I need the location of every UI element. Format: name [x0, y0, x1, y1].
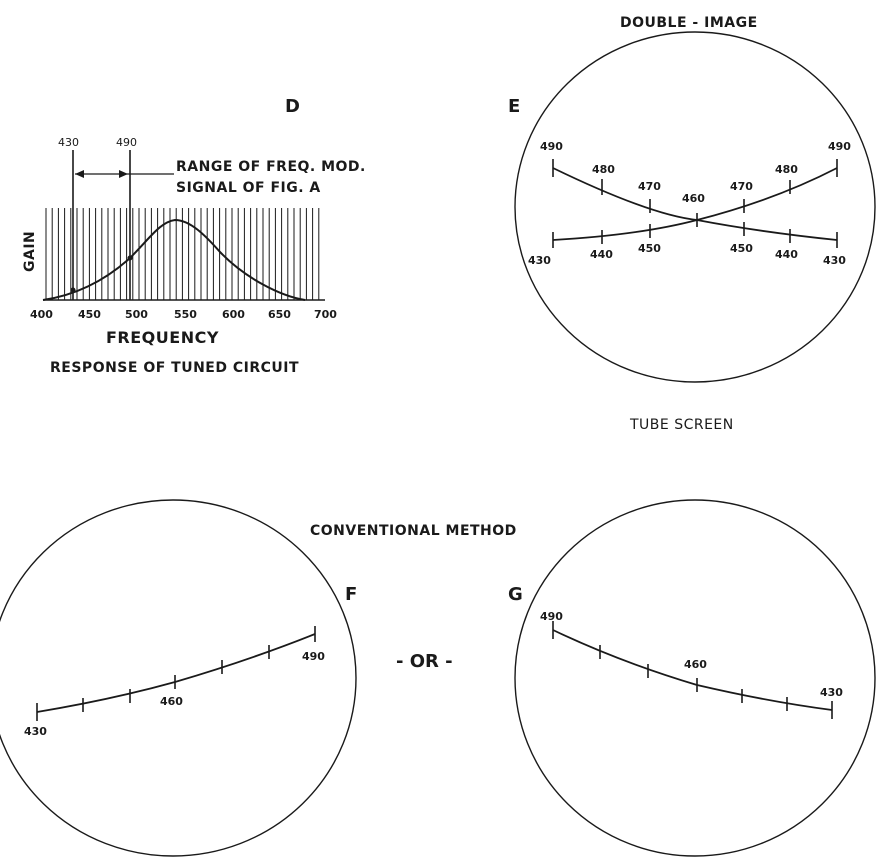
panel-f: F 430 460 490 [0, 499, 357, 857]
x-tick-label: 550 [174, 308, 197, 321]
trace-g-label: 460 [684, 658, 707, 671]
trace-label: 470 [730, 180, 753, 193]
point-490 [127, 255, 133, 261]
trace-g-label: 430 [820, 686, 843, 699]
trace-g-ticks [552, 621, 833, 719]
or-label: - OR - [396, 651, 453, 672]
panel-g: G 490 460 430 [508, 499, 876, 857]
tube-screen-circle-f [0, 499, 357, 857]
trace-label: 490 [540, 140, 563, 153]
response-curve [42, 218, 306, 301]
point-430 [70, 287, 76, 293]
panel-e-letter: E [508, 96, 520, 117]
trace-f-label: 460 [160, 695, 183, 708]
trace-label: 430 [528, 254, 551, 267]
trace-label: 480 [592, 163, 615, 176]
panel-d-caption: RESPONSE OF TUNED CIRCUIT [50, 360, 299, 376]
trace-label: 430 [823, 254, 846, 267]
x-tick-label: 400 [30, 308, 53, 321]
x-tick-label: 450 [78, 308, 101, 321]
trace-label: 460 [682, 192, 705, 205]
tube-screen-caption: TUBE SCREEN [629, 417, 734, 433]
x-tick-labels: 400 450 500 550 600 650 700 [30, 308, 337, 321]
frequency-label: FREQUENCY [106, 328, 219, 347]
range-label-line2: SIGNAL OF FIG. A [176, 180, 321, 196]
trace-g-label: 490 [540, 610, 563, 623]
panel-g-letter: G [508, 584, 523, 605]
range-arrow [75, 170, 174, 178]
trace-label: 440 [590, 248, 613, 261]
descending-ticks [552, 159, 838, 248]
marker-430-label: 430 [58, 136, 79, 149]
double-image-title: DOUBLE - IMAGE [620, 15, 758, 31]
panel-f-letter: F [345, 584, 357, 605]
panel-d: D 430 490 RANGE OF FREQ. MOD. SIGNAL OF … [22, 96, 366, 376]
trace-f-label: 430 [24, 725, 47, 738]
x-tick-label: 700 [314, 308, 337, 321]
trace-label: 440 [775, 248, 798, 261]
trace-f-label: 490 [302, 650, 325, 663]
panel-d-letter: D [285, 96, 300, 117]
trace-label: 480 [775, 163, 798, 176]
x-tick-label: 500 [125, 308, 148, 321]
trace-label: 470 [638, 180, 661, 193]
trace-label: 450 [730, 242, 753, 255]
tube-screen-circle [514, 31, 876, 383]
x-tick-label: 600 [222, 308, 245, 321]
ascending-ticks [552, 159, 838, 248]
conventional-method-title: CONVENTIONAL METHOD [310, 523, 517, 539]
panel-e: DOUBLE - IMAGE E 490 480 470 [508, 15, 876, 433]
trace-f-ticks [36, 626, 316, 721]
tube-screen-circle-g [514, 499, 876, 857]
marker-490-label: 490 [116, 136, 137, 149]
gain-label: GAIN [22, 231, 38, 272]
trace-label: 450 [638, 242, 661, 255]
x-tick-label: 650 [268, 308, 291, 321]
range-label-line1: RANGE OF FREQ. MOD. [176, 159, 366, 175]
trace-label: 490 [828, 140, 851, 153]
